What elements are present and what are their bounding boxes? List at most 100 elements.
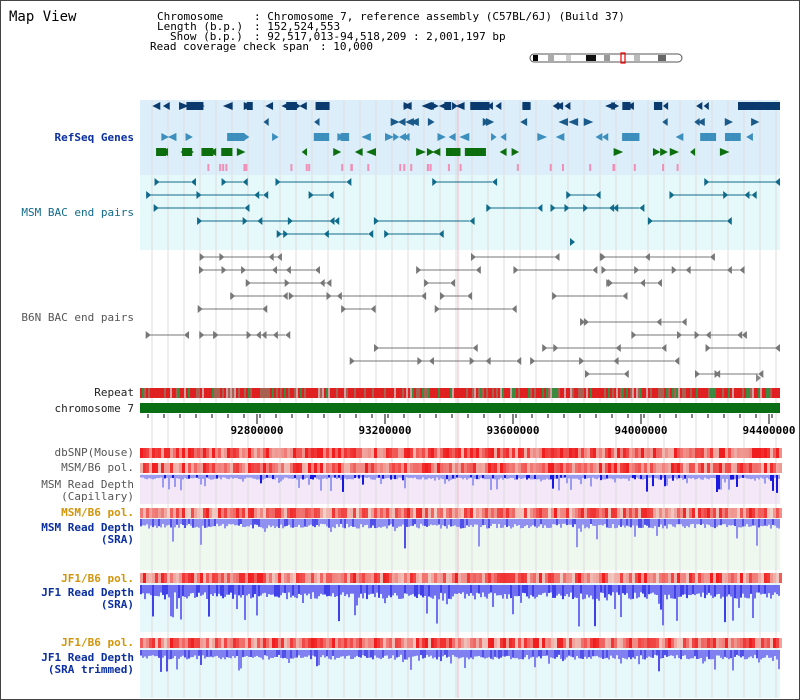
depth-bar — [440, 650, 442, 662]
repeat-segment — [720, 388, 722, 398]
depth-bar — [768, 475, 770, 480]
track-label-msm-b6-pol-1[interactable]: MSM/B6 pol. — [61, 461, 134, 474]
depth-bar — [506, 519, 508, 528]
depth-bar — [520, 650, 522, 660]
pol-cell — [764, 573, 767, 583]
pol-cell — [161, 573, 164, 583]
pol-cell — [233, 463, 236, 473]
pol-cell — [227, 448, 230, 458]
pol-cell — [233, 638, 236, 648]
depth-bar — [662, 519, 664, 529]
depth-bar — [728, 650, 730, 660]
pol-cell — [350, 448, 353, 458]
pol-cell — [164, 448, 167, 458]
repeat-segment — [252, 388, 254, 398]
pol-cell — [239, 448, 242, 458]
pol-cell — [386, 573, 389, 583]
track-label-msm-b6-pol-2[interactable]: MSM/B6 pol. — [61, 506, 134, 519]
gene-arrow — [751, 118, 760, 126]
depth-bar — [310, 585, 312, 599]
track-label-msm-bac[interactable]: MSM BAC end pairs — [21, 206, 134, 219]
gene-arrow — [491, 133, 497, 141]
depth-bar — [322, 650, 324, 656]
track-label-msm-depth-sra-line1[interactable]: MSM Read Depth — [41, 521, 134, 534]
depth-bar — [524, 650, 526, 658]
pol-cell — [764, 448, 767, 458]
repeat-segment — [440, 388, 442, 398]
bac-end — [146, 191, 152, 199]
depth-bar — [328, 650, 330, 659]
repeat-segment — [364, 388, 366, 398]
depth-bar — [708, 585, 710, 593]
track-label-repeat[interactable]: Repeat — [94, 386, 134, 399]
depth-bar — [386, 519, 388, 529]
track-label-b6n-bac[interactable]: B6N BAC end pairs — [21, 311, 134, 324]
repeat-segment — [206, 388, 208, 398]
pol-cell — [725, 638, 728, 648]
repeat-segment — [704, 388, 706, 398]
pol-cell — [203, 573, 206, 583]
pol-cell — [479, 573, 482, 583]
pol-cell — [428, 463, 431, 473]
track-label-msm-depth-cap-line1[interactable]: MSM Read Depth — [41, 478, 134, 491]
gene-arrow — [459, 133, 469, 141]
pol-cell — [740, 448, 743, 458]
pol-cell — [275, 448, 278, 458]
gene-arrow — [314, 118, 320, 126]
depth-bar — [500, 650, 502, 658]
depth-bar — [246, 585, 248, 596]
gene-arrow — [537, 133, 548, 141]
pol-cell — [587, 463, 590, 473]
depth-bar — [326, 475, 328, 480]
depth-bar — [668, 475, 670, 479]
track-label-refseq[interactable]: RefSeq Genes — [54, 131, 134, 144]
pol-cell — [506, 508, 509, 518]
pol-cell — [302, 448, 305, 458]
depth-bar — [350, 475, 352, 480]
pol-cell — [167, 463, 170, 473]
depth-bar — [756, 585, 758, 593]
pol-cell — [674, 448, 677, 458]
depth-bar — [642, 519, 644, 528]
repeat-segment — [294, 388, 296, 398]
depth-bar — [430, 650, 432, 656]
depth-bar — [750, 650, 752, 657]
pol-cell — [473, 573, 476, 583]
depth-bar — [220, 650, 222, 660]
pol-cell — [239, 573, 242, 583]
gene-arrow — [243, 133, 250, 141]
depth-bar — [248, 519, 250, 527]
pink-tick — [399, 164, 402, 171]
repeat-segment — [420, 388, 422, 398]
track-label-jf1-depth-trim-line1[interactable]: JF1 Read Depth — [41, 651, 134, 664]
repeat-segment — [198, 388, 200, 398]
pol-cell — [284, 463, 287, 473]
repeat-segment — [300, 388, 302, 398]
track-label-jf1-depth-sra-line1[interactable]: JF1 Read Depth — [41, 586, 134, 599]
pol-cell — [266, 638, 269, 648]
pol-cell — [347, 573, 350, 583]
repeat-segment — [216, 388, 218, 398]
depth-bar — [682, 519, 684, 527]
depth-bar — [272, 585, 274, 595]
depth-bar — [294, 650, 296, 658]
repeat-segment — [544, 388, 546, 398]
track-label-chromosome[interactable]: chromosome 7 — [54, 402, 134, 415]
depth-bar — [278, 475, 280, 483]
depth-bar — [336, 650, 338, 658]
depth-bar — [530, 519, 532, 527]
depth-bar — [206, 585, 208, 600]
depth-bar — [676, 519, 678, 525]
repeat-segment — [608, 388, 610, 398]
depth-bar — [544, 650, 546, 656]
depth-bar — [662, 650, 664, 659]
depth-bar — [444, 519, 446, 527]
gene-arrow — [222, 102, 233, 110]
depth-bar — [552, 585, 554, 598]
pol-cell — [653, 463, 656, 473]
track-label-dbsnp[interactable]: dbSNP(Mouse) — [54, 446, 134, 459]
track-label-jf1-b6-pol-1[interactable]: JF1/B6 pol. — [61, 572, 134, 585]
track-label-jf1-b6-pol-2[interactable]: JF1/B6 pol. — [61, 636, 134, 649]
pink-tick — [561, 164, 564, 171]
